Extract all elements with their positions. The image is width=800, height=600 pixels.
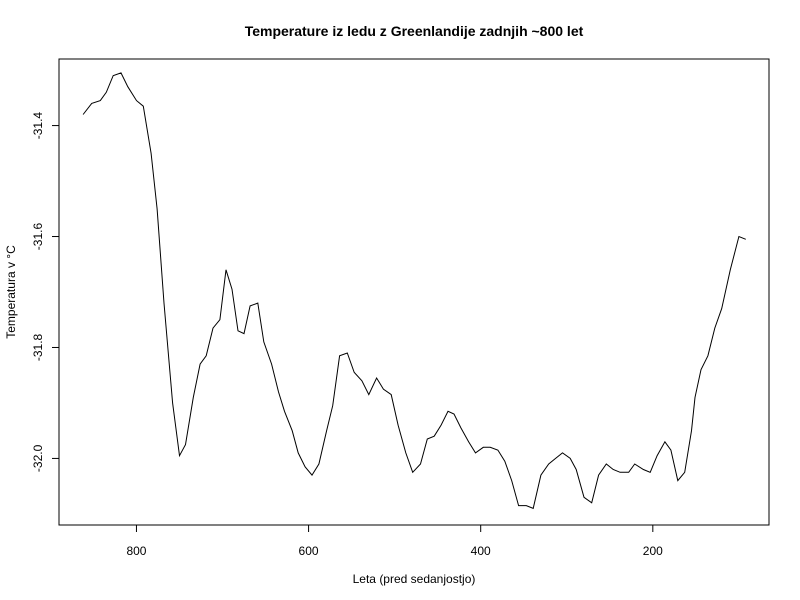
x-axis: 800 600 400 200 [126, 525, 663, 558]
y-tick-label: -31.6 [31, 223, 45, 251]
y-tick-label: -32.0 [31, 444, 45, 472]
series-line [82, 72, 746, 510]
y-tick-label: -31.8 [31, 333, 45, 361]
chart-title: Temperature iz ledu z Greenlandije zadnj… [245, 23, 584, 39]
x-axis-label: Leta (pred sedanjostjo) [353, 572, 476, 586]
x-tick-label: 200 [643, 544, 663, 558]
x-tick-label: 800 [126, 544, 146, 558]
y-tick-label: -31.4 [31, 112, 45, 140]
x-tick-label: 400 [471, 544, 491, 558]
y-axis: -31.4 -31.6 -31.8 -32.0 [31, 112, 59, 472]
y-axis-label: Temperatura v °C [4, 245, 18, 339]
plot-frame [58, 58, 770, 526]
x-tick-label: 600 [299, 544, 319, 558]
